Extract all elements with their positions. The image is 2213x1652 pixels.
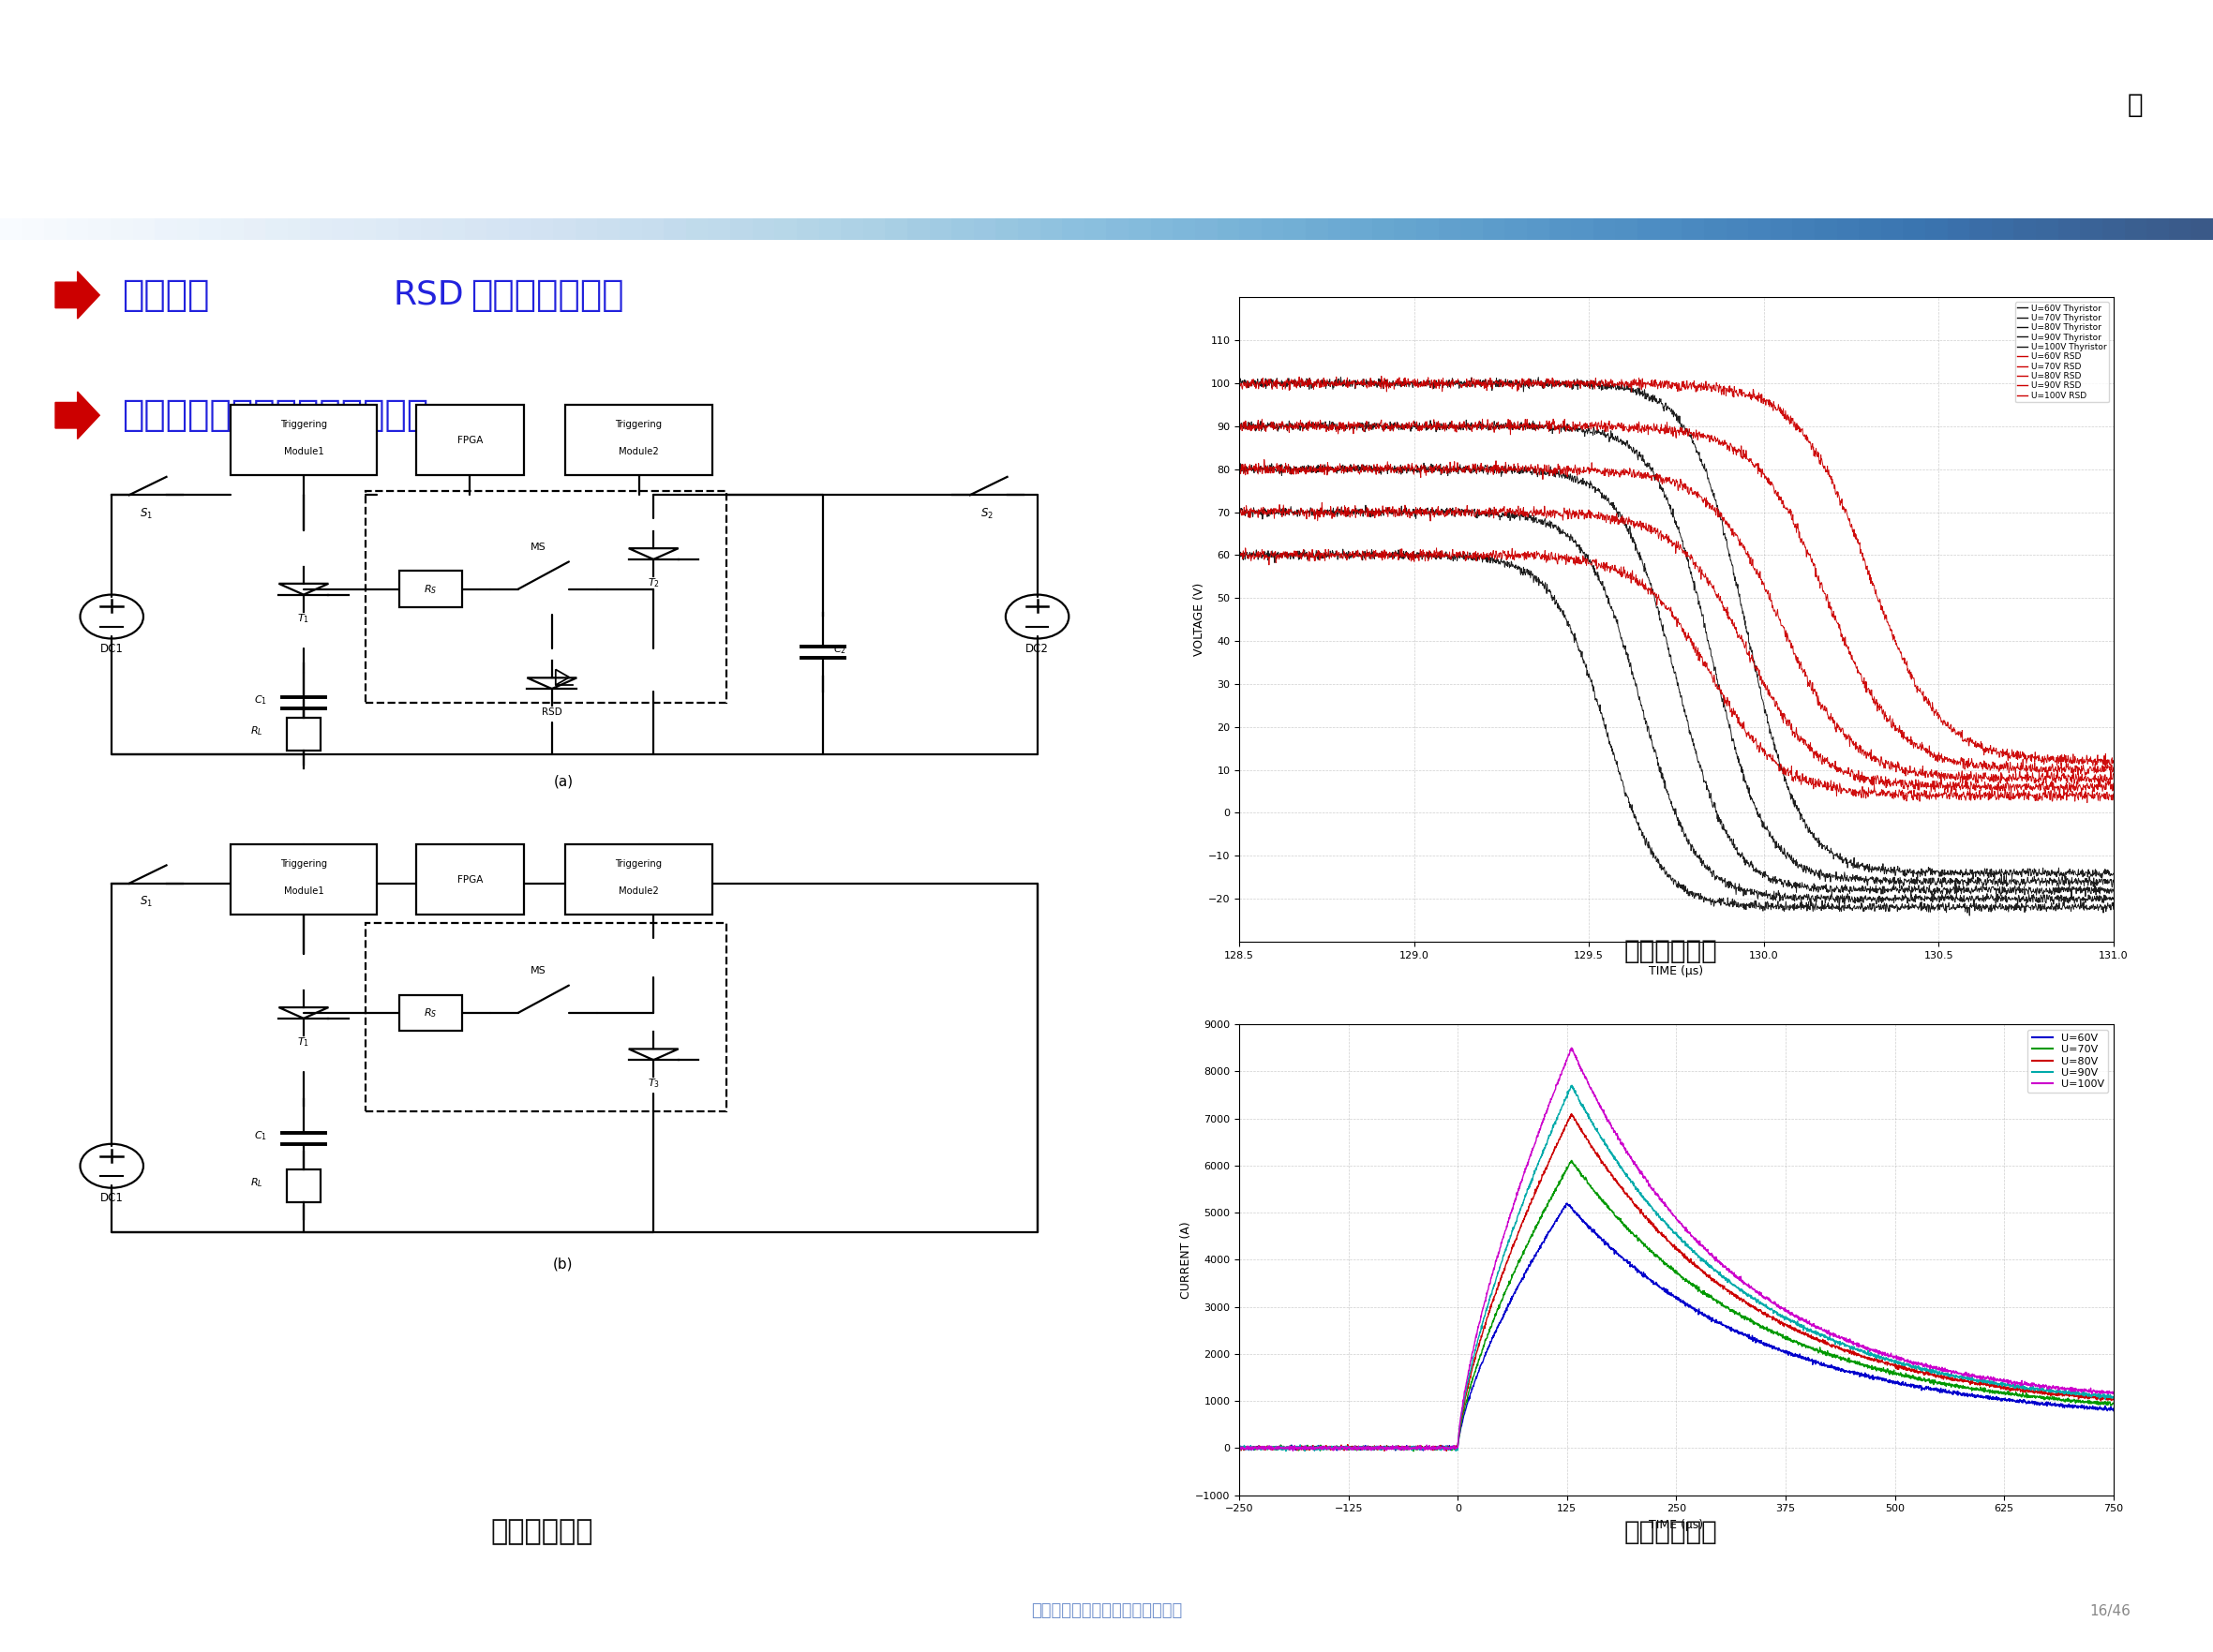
Text: Module1: Module1	[283, 446, 323, 456]
Text: FPGA: FPGA	[458, 876, 482, 884]
Bar	[416, 405, 524, 476]
Bar	[288, 719, 321, 750]
Text: $T_1$: $T_1$	[297, 1036, 310, 1049]
Text: 电流转移电路: 电流转移电路	[491, 1518, 593, 1545]
Text: 中国电工技术学会新媒体平台发布: 中国电工技术学会新媒体平台发布	[1031, 1602, 1182, 1619]
Text: FPGA: FPGA	[458, 436, 482, 444]
Text: (a): (a)	[553, 775, 573, 788]
Text: $S_{1}$: $S_{1}$	[139, 895, 153, 909]
Text: 低放电电压下的快速开通是关键: 低放电电压下的快速开通是关键	[122, 398, 429, 433]
Bar	[230, 405, 376, 476]
Bar	[401, 995, 463, 1031]
FancyArrow shape	[55, 392, 100, 439]
Text: 在熄弧中的应用: 在熄弧中的应用	[469, 278, 624, 312]
Text: Module2: Module2	[620, 885, 659, 895]
Text: Module1: Module1	[283, 885, 323, 895]
Text: Triggering: Triggering	[615, 420, 662, 430]
Text: 微秒级RSD——研究进展: 微秒级RSD——研究进展	[40, 94, 617, 159]
Y-axis label: VOLTAGE (V): VOLTAGE (V)	[1193, 583, 1206, 656]
Text: $T_1$: $T_1$	[297, 611, 310, 624]
Text: DC1: DC1	[100, 1191, 124, 1204]
Bar	[567, 405, 713, 476]
X-axis label: TIME (μs): TIME (μs)	[1649, 965, 1704, 978]
Text: Triggering: Triggering	[281, 859, 328, 869]
Bar	[567, 844, 713, 915]
Text: $S_{2}$: $S_{2}$	[980, 507, 994, 520]
Text: RSD: RSD	[394, 279, 465, 311]
Circle shape	[2051, 96, 2213, 112]
Text: MS: MS	[531, 542, 547, 552]
Bar	[288, 1170, 321, 1203]
Text: $R_S$: $R_S$	[423, 583, 436, 596]
Bar	[401, 572, 463, 608]
Text: $S_{1}$: $S_{1}$	[139, 507, 153, 520]
Text: 初步探索: 初步探索	[122, 278, 210, 312]
Bar	[365, 491, 726, 704]
Text: $R_S$: $R_S$	[423, 1006, 436, 1019]
Y-axis label: CURRENT (A): CURRENT (A)	[1180, 1221, 1193, 1298]
Text: $C_1$: $C_1$	[254, 694, 268, 707]
Text: Triggering: Triggering	[281, 420, 328, 430]
X-axis label: TIME (μs): TIME (μs)	[1649, 1518, 1704, 1531]
Bar	[230, 844, 376, 915]
FancyArrow shape	[55, 271, 100, 319]
Bar	[365, 922, 726, 1110]
Text: Triggering: Triggering	[615, 859, 662, 869]
Text: RSD: RSD	[542, 707, 562, 717]
Text: (b): (b)	[553, 1257, 573, 1270]
Text: 16/46: 16/46	[2089, 1604, 2131, 1619]
Text: 转移支路电流: 转移支路电流	[1624, 1520, 1717, 1545]
Legend: U=60V, U=70V, U=80V, U=90V, U=100V: U=60V, U=70V, U=80V, U=90V, U=100V	[2027, 1029, 2109, 1094]
Text: $T_2$: $T_2$	[648, 577, 659, 590]
Bar	[416, 844, 524, 915]
Text: 电压跌落过程: 电压跌落过程	[1624, 938, 1717, 963]
Legend: U=60V Thyristor, U=70V Thyristor, U=80V Thyristor, U=90V Thyristor, U=100V Thyri: U=60V Thyristor, U=70V Thyristor, U=80V …	[2016, 302, 2109, 403]
Text: $C_1$: $C_1$	[254, 1128, 268, 1142]
Text: DC2: DC2	[1025, 643, 1049, 654]
Text: $R_L$: $R_L$	[250, 1176, 263, 1189]
Text: Module2: Module2	[620, 446, 659, 456]
Text: $C_2$: $C_2$	[834, 643, 845, 656]
Text: $T_3$: $T_3$	[648, 1077, 659, 1090]
Text: DC1: DC1	[100, 643, 124, 654]
Text: MS: MS	[531, 966, 547, 976]
Text: $R_L$: $R_L$	[250, 725, 263, 738]
Text: 🔧: 🔧	[2127, 91, 2144, 117]
